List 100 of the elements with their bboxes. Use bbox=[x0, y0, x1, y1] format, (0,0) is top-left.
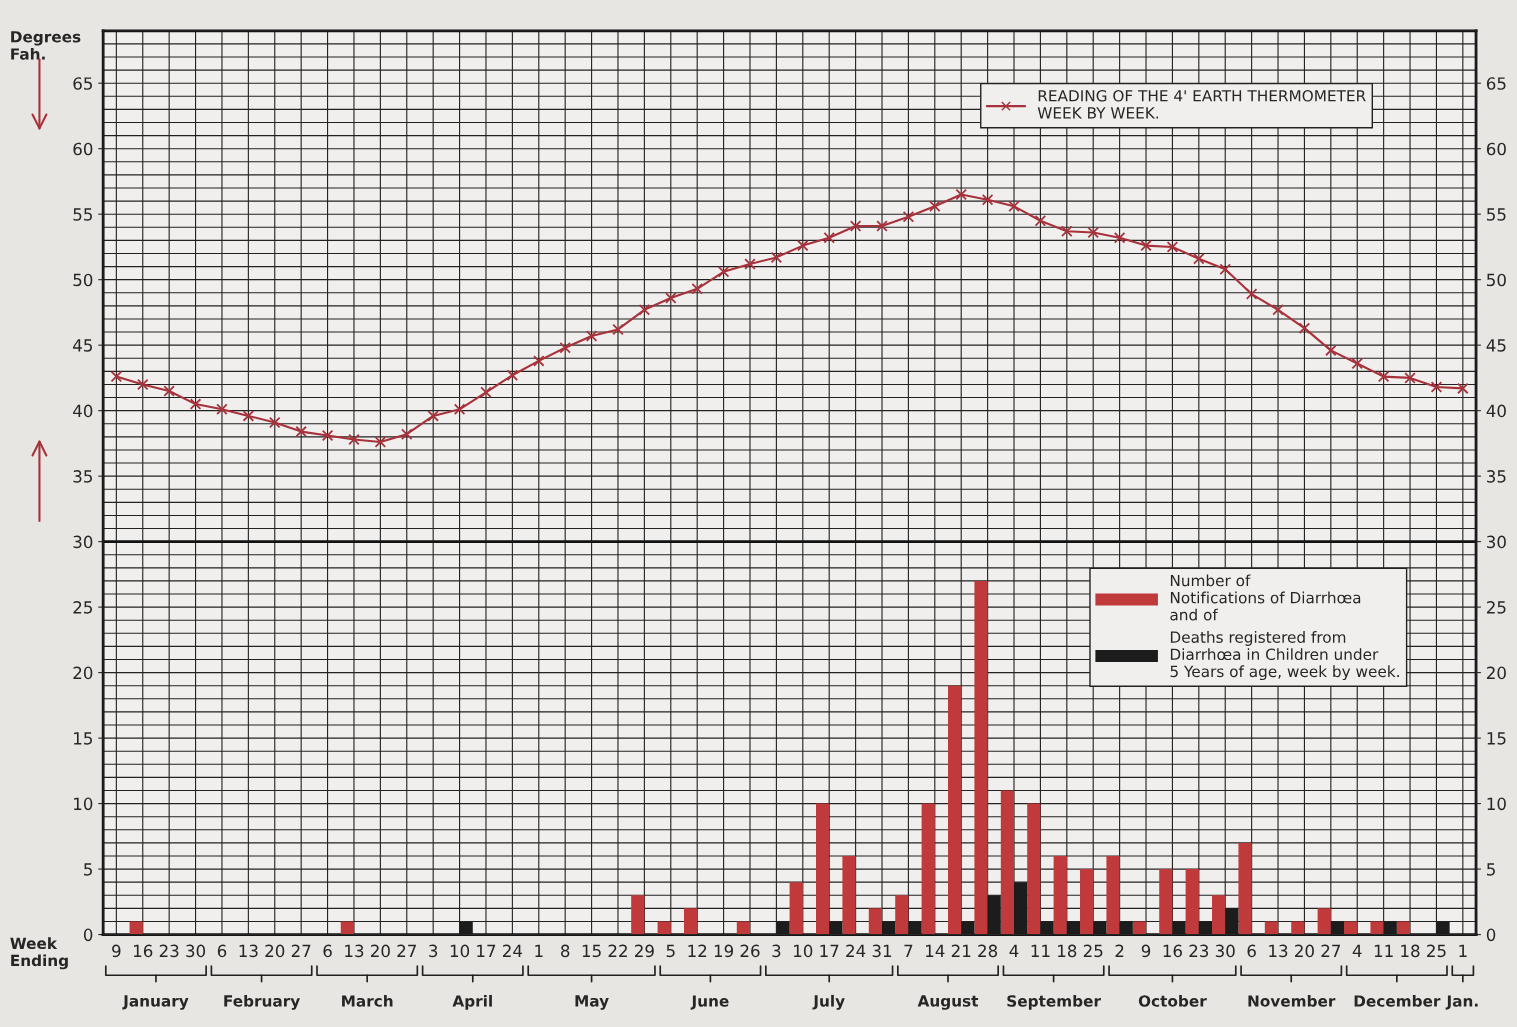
point bbox=[1272, 304, 1284, 316]
y-tick-label: 10 bbox=[74, 797, 93, 811]
x-tick-label: 24 bbox=[503, 944, 523, 957]
text: October bbox=[1138, 994, 1207, 1007]
bar bbox=[129, 921, 143, 935]
y-tick-label: 20 bbox=[73, 666, 93, 680]
point bbox=[348, 433, 360, 446]
bar bbox=[1027, 803, 1041, 935]
x-tick-label: 2 bbox=[1115, 944, 1124, 957]
x-tick-label: 9 bbox=[1141, 944, 1151, 958]
point bbox=[269, 416, 281, 429]
y-tick-label: 50 bbox=[73, 273, 93, 287]
bar bbox=[974, 580, 988, 935]
bar bbox=[1264, 921, 1279, 935]
bar bbox=[1317, 908, 1331, 935]
text: November bbox=[1248, 994, 1336, 1007]
bar bbox=[1053, 855, 1067, 935]
x-tick-label: 3 bbox=[429, 944, 438, 958]
bar bbox=[631, 895, 645, 935]
bar bbox=[1370, 921, 1384, 935]
point bbox=[1034, 214, 1047, 227]
point bbox=[321, 429, 334, 442]
y-tick-label: 5 bbox=[84, 863, 92, 876]
point bbox=[823, 231, 835, 244]
point bbox=[1325, 344, 1337, 357]
point bbox=[612, 323, 624, 336]
y2-tick-label: 60 bbox=[1486, 142, 1506, 156]
y-tick-label: 40 bbox=[73, 404, 93, 418]
y-tick-label: 25 bbox=[73, 601, 92, 614]
point bbox=[1193, 252, 1205, 265]
x-tick-label: 17 bbox=[477, 944, 496, 957]
x-tick-label: 18 bbox=[1058, 944, 1077, 958]
y2-tick-label: 25 bbox=[1486, 601, 1506, 614]
point bbox=[929, 200, 941, 213]
point bbox=[1245, 288, 1258, 300]
x-tick-label: 8 bbox=[561, 944, 570, 958]
y2-tick-label: 45 bbox=[1486, 339, 1506, 352]
text: March bbox=[342, 994, 393, 1007]
text: February bbox=[224, 994, 300, 1010]
bar bbox=[657, 921, 671, 935]
point bbox=[506, 369, 519, 382]
point bbox=[1113, 231, 1126, 244]
x-tick-label: 22 bbox=[608, 944, 627, 957]
point bbox=[1457, 382, 1469, 395]
text: April bbox=[452, 994, 492, 1010]
bar bbox=[921, 803, 935, 935]
x-axis-title: Week Ending bbox=[10, 937, 68, 970]
point bbox=[427, 410, 439, 422]
x-tick-label: 10 bbox=[450, 944, 470, 958]
x-tick-label: 16 bbox=[133, 944, 153, 958]
bar bbox=[1000, 790, 1015, 935]
x-tick-label: 6 bbox=[217, 944, 227, 958]
bar bbox=[789, 882, 803, 935]
point bbox=[480, 386, 492, 399]
y2-tick-label: 35 bbox=[1487, 470, 1506, 483]
text: January bbox=[122, 995, 189, 1010]
x-tick-label: 15 bbox=[582, 944, 601, 958]
x-tick-label: 5 bbox=[666, 944, 675, 958]
bar bbox=[816, 803, 830, 935]
text: May bbox=[575, 995, 609, 1010]
y-tick-label: 15 bbox=[74, 732, 92, 745]
point bbox=[1404, 372, 1416, 384]
point bbox=[665, 292, 677, 304]
x-tick-label: 6 bbox=[323, 944, 332, 958]
bar bbox=[1159, 869, 1173, 935]
point bbox=[453, 403, 466, 416]
point bbox=[691, 283, 703, 295]
x-tick-label: 25 bbox=[1427, 944, 1446, 958]
bar bbox=[1132, 921, 1147, 935]
point bbox=[770, 251, 783, 264]
y2-tick-label: 30 bbox=[1487, 535, 1506, 549]
y2-tick-label: 40 bbox=[1486, 404, 1506, 418]
point bbox=[1061, 225, 1073, 237]
text: September bbox=[1007, 994, 1101, 1010]
y2-tick-label: 5 bbox=[1487, 863, 1495, 876]
text: August bbox=[917, 995, 979, 1010]
x-tick-label: 16 bbox=[1163, 944, 1182, 958]
point bbox=[242, 410, 255, 422]
y-tick-label: 65 bbox=[73, 77, 92, 90]
point bbox=[585, 330, 598, 342]
y2-tick-label: 10 bbox=[1487, 797, 1506, 811]
bar bbox=[1238, 842, 1252, 935]
point bbox=[1377, 370, 1390, 383]
point bbox=[189, 398, 202, 410]
bar bbox=[340, 921, 354, 935]
point bbox=[374, 436, 387, 448]
bar bbox=[842, 855, 856, 935]
x-tick-label: 27 bbox=[397, 944, 416, 957]
x-tick-label: 27 bbox=[291, 944, 311, 957]
legend-label: Number of Notifications of Diarrhœa and of bbox=[1170, 574, 1361, 621]
point bbox=[1140, 239, 1152, 252]
x-tick-label: 24 bbox=[846, 944, 866, 957]
point bbox=[717, 266, 730, 278]
bar bbox=[1080, 869, 1094, 935]
y-tick-label: 60 bbox=[73, 142, 93, 156]
point bbox=[1430, 381, 1443, 393]
x-tick-label: 30 bbox=[186, 944, 206, 958]
point bbox=[295, 425, 307, 438]
x-tick-label: 20 bbox=[1295, 944, 1314, 958]
x-tick-label: 6 bbox=[1247, 944, 1256, 958]
